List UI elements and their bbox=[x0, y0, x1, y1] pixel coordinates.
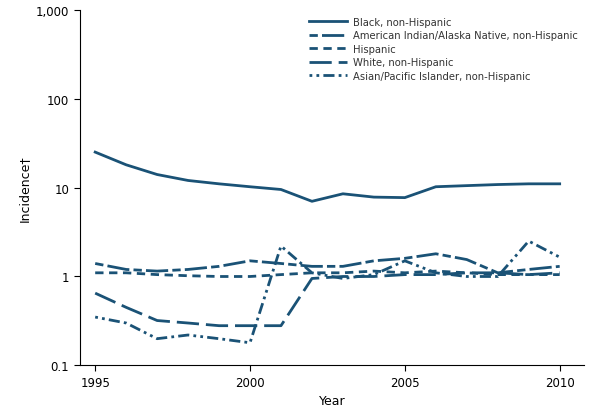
Black, non-Hispanic bbox=[494, 183, 501, 188]
Black, non-Hispanic bbox=[432, 185, 440, 190]
Hispanic bbox=[215, 274, 222, 279]
Asian/Pacific Islander, non-Hispanic bbox=[556, 255, 563, 260]
Hispanic bbox=[247, 274, 254, 279]
Asian/Pacific Islander, non-Hispanic bbox=[215, 336, 222, 341]
Line: Asian/Pacific Islander, non-Hispanic: Asian/Pacific Islander, non-Hispanic bbox=[95, 242, 560, 343]
Hispanic bbox=[525, 273, 532, 278]
White, non-Hispanic bbox=[556, 271, 563, 275]
Black, non-Hispanic bbox=[463, 184, 470, 189]
Black, non-Hispanic bbox=[525, 182, 532, 187]
Asian/Pacific Islander, non-Hispanic bbox=[123, 321, 130, 326]
Black, non-Hispanic bbox=[277, 188, 284, 192]
Asian/Pacific Islander, non-Hispanic bbox=[371, 273, 378, 278]
Asian/Pacific Islander, non-Hispanic bbox=[463, 274, 470, 279]
Hispanic bbox=[556, 273, 563, 278]
White, non-Hispanic bbox=[463, 271, 470, 275]
White, non-Hispanic bbox=[123, 305, 130, 310]
American Indian/Alaska Native, non-Hispanic bbox=[153, 269, 160, 274]
White, non-Hispanic bbox=[525, 273, 532, 278]
White, non-Hispanic bbox=[371, 274, 378, 279]
American Indian/Alaska Native, non-Hispanic bbox=[215, 264, 222, 269]
Hispanic bbox=[91, 271, 99, 275]
White, non-Hispanic bbox=[153, 318, 160, 323]
American Indian/Alaska Native, non-Hispanic bbox=[432, 252, 440, 256]
Line: Black, non-Hispanic: Black, non-Hispanic bbox=[95, 153, 560, 202]
Hispanic bbox=[339, 271, 346, 275]
American Indian/Alaska Native, non-Hispanic bbox=[463, 257, 470, 262]
Asian/Pacific Islander, non-Hispanic bbox=[247, 340, 254, 345]
American Indian/Alaska Native, non-Hispanic bbox=[123, 267, 130, 272]
American Indian/Alaska Native, non-Hispanic bbox=[277, 261, 284, 266]
American Indian/Alaska Native, non-Hispanic bbox=[309, 264, 316, 269]
Line: White, non-Hispanic: White, non-Hispanic bbox=[95, 273, 560, 326]
White, non-Hispanic bbox=[339, 274, 346, 279]
Asian/Pacific Islander, non-Hispanic bbox=[277, 244, 284, 249]
Black, non-Hispanic bbox=[153, 173, 160, 178]
Black, non-Hispanic bbox=[91, 150, 99, 155]
White, non-Hispanic bbox=[494, 271, 501, 275]
White, non-Hispanic bbox=[277, 323, 284, 328]
Line: Hispanic: Hispanic bbox=[95, 271, 560, 277]
Hispanic bbox=[432, 269, 440, 274]
American Indian/Alaska Native, non-Hispanic bbox=[494, 271, 501, 275]
Asian/Pacific Islander, non-Hispanic bbox=[91, 315, 99, 320]
American Indian/Alaska Native, non-Hispanic bbox=[556, 264, 563, 269]
White, non-Hispanic bbox=[401, 273, 408, 278]
American Indian/Alaska Native, non-Hispanic bbox=[401, 256, 408, 261]
Hispanic bbox=[401, 271, 408, 275]
Asian/Pacific Islander, non-Hispanic bbox=[339, 276, 346, 281]
Black, non-Hispanic bbox=[215, 182, 222, 187]
Hispanic bbox=[463, 271, 470, 275]
Asian/Pacific Islander, non-Hispanic bbox=[185, 333, 192, 338]
White, non-Hispanic bbox=[185, 321, 192, 326]
Black, non-Hispanic bbox=[247, 185, 254, 190]
American Indian/Alaska Native, non-Hispanic bbox=[371, 259, 378, 263]
Black, non-Hispanic bbox=[123, 163, 130, 168]
American Indian/Alaska Native, non-Hispanic bbox=[91, 261, 99, 266]
Hispanic bbox=[309, 271, 316, 275]
American Indian/Alaska Native, non-Hispanic bbox=[525, 267, 532, 272]
Asian/Pacific Islander, non-Hispanic bbox=[153, 336, 160, 341]
Hispanic bbox=[123, 271, 130, 275]
Black, non-Hispanic bbox=[401, 196, 408, 201]
Hispanic bbox=[185, 273, 192, 278]
Y-axis label: Incidence†: Incidence† bbox=[17, 155, 30, 221]
White, non-Hispanic bbox=[432, 273, 440, 278]
Asian/Pacific Islander, non-Hispanic bbox=[494, 274, 501, 279]
White, non-Hispanic bbox=[215, 323, 222, 328]
Black, non-Hispanic bbox=[339, 192, 346, 197]
Asian/Pacific Islander, non-Hispanic bbox=[401, 259, 408, 263]
Hispanic bbox=[494, 273, 501, 278]
Black, non-Hispanic bbox=[185, 178, 192, 183]
Asian/Pacific Islander, non-Hispanic bbox=[309, 271, 316, 275]
Asian/Pacific Islander, non-Hispanic bbox=[525, 239, 532, 244]
Black, non-Hispanic bbox=[371, 195, 378, 200]
White, non-Hispanic bbox=[247, 323, 254, 328]
Hispanic bbox=[153, 273, 160, 278]
White, non-Hispanic bbox=[91, 291, 99, 296]
X-axis label: Year: Year bbox=[319, 394, 345, 408]
White, non-Hispanic bbox=[309, 276, 316, 281]
Black, non-Hispanic bbox=[309, 199, 316, 204]
Hispanic bbox=[277, 273, 284, 278]
Legend: Black, non-Hispanic, American Indian/Alaska Native, non-Hispanic, Hispanic, Whit: Black, non-Hispanic, American Indian/Ala… bbox=[304, 14, 581, 85]
American Indian/Alaska Native, non-Hispanic bbox=[185, 267, 192, 272]
Black, non-Hispanic bbox=[556, 182, 563, 187]
Hispanic bbox=[371, 269, 378, 274]
American Indian/Alaska Native, non-Hispanic bbox=[247, 259, 254, 263]
Line: American Indian/Alaska Native, non-Hispanic: American Indian/Alaska Native, non-Hispa… bbox=[95, 254, 560, 273]
Asian/Pacific Islander, non-Hispanic bbox=[432, 271, 440, 275]
American Indian/Alaska Native, non-Hispanic bbox=[339, 264, 346, 269]
